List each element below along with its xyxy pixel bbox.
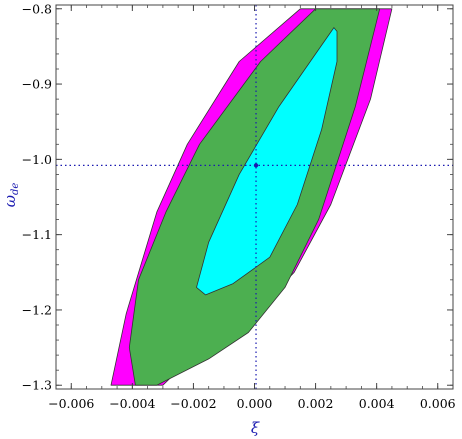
y-axis-label-sub: de	[10, 183, 21, 195]
y-tick-label: −0.8	[22, 1, 52, 16]
y-tick-label: −0.9	[22, 77, 52, 92]
y-tick-label: −1.0	[22, 152, 52, 167]
y-axis-label-main: ω	[1, 195, 19, 207]
x-tick-label: 0.000	[237, 396, 273, 411]
y-tick-label: −1.2	[22, 302, 52, 317]
x-tick-label: 0.004	[359, 396, 395, 411]
reference-lines	[56, 5, 453, 389]
contour-1-sigma	[196, 27, 338, 296]
x-tick-label: −0.002	[170, 396, 216, 411]
svg-text:ωde: ωde	[1, 183, 21, 208]
x-tick-label: 0.002	[298, 396, 334, 411]
x-tick-label: 0.006	[420, 396, 456, 411]
y-tick-label: −1.1	[22, 227, 52, 242]
x-tick-label: −0.004	[109, 396, 155, 411]
x-axis-ticks: −0.006 −0.004 −0.002 0.000 0.002 0.004 0.006	[48, 5, 456, 411]
y-axis-label: ωde	[1, 183, 21, 208]
y-tick-label: −1.3	[22, 378, 52, 393]
x-axis-label: ξ	[251, 419, 260, 437]
y-axis-ticks: −0.8 −0.9 −1.0 −1.1 −1.2 −1.3	[22, 1, 453, 393]
best-fit-point	[253, 163, 259, 168]
x-tick-label: −0.006	[48, 396, 94, 411]
confidence-contours	[110, 8, 393, 386]
